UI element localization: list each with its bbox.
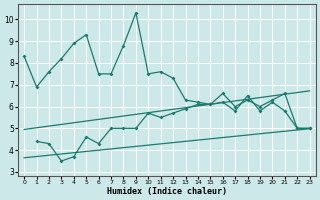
X-axis label: Humidex (Indice chaleur): Humidex (Indice chaleur): [107, 187, 227, 196]
